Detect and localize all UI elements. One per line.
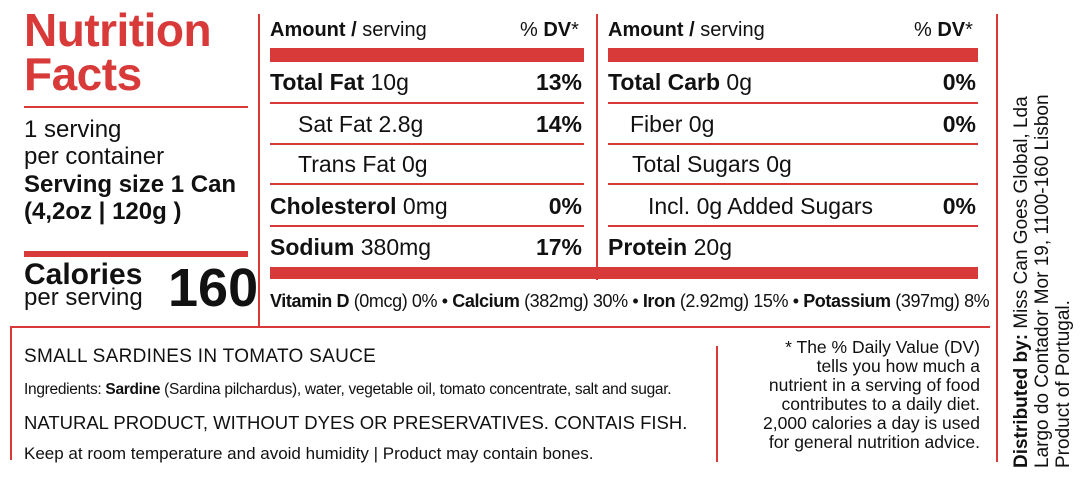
ingredients: Ingredients: Sardine (Sardina pilchardus… [24, 381, 672, 398]
servings-per-container: 1 serving per container [24, 116, 165, 170]
product-name: SMALL SARDINES IN TOMATO SAUCE [24, 346, 377, 367]
storage-note: Keep at room temperature and avoid humid… [24, 444, 594, 463]
calories-label: Calories per serving [24, 258, 143, 311]
left-header-bar [270, 48, 584, 62]
table-row: Trans Fat 0g [298, 151, 428, 177]
table-row: Sat Fat 2.8g [298, 111, 424, 137]
distributor-divider [996, 14, 998, 462]
dv-value: 14% [535, 111, 582, 137]
thick-bottom-bar [270, 267, 978, 279]
table-row: Total Sugars 0g [632, 151, 792, 177]
thick-divider [24, 251, 248, 257]
nutrition-facts-title: Nutrition Facts [24, 4, 212, 100]
natural-product-note: NATURAL PRODUCT, WITHOUT DYES OR PRESERV… [24, 412, 688, 433]
table-row: Sodium 380mg [270, 234, 432, 260]
dv-value: 0% [548, 193, 582, 219]
section-divider [10, 326, 990, 328]
left-table-header-amount: Amount / serving [270, 19, 427, 41]
table-row: Incl. 0g Added Sugars [648, 193, 874, 219]
table-row: Fiber 0g [630, 111, 715, 137]
serving-size: Serving size 1 Can (4,2oz | 120g ) [24, 171, 237, 225]
table-row: Cholesterol 0mg [270, 193, 448, 219]
table-divider [596, 14, 598, 280]
dv-value: 17% [535, 234, 582, 260]
calories-value: 160 [168, 258, 259, 318]
dv-value: 13% [535, 69, 582, 95]
left-table-header-dv: % DV* [520, 19, 579, 41]
title-line-2: Facts [24, 48, 142, 100]
right-table-header-amount: Amount / serving [608, 19, 765, 41]
dv-value: 0% [942, 69, 976, 95]
distributor-info: Distributed by: Miss Can Goes Global, Ld… [1011, 94, 1074, 468]
dv-value: 0% [942, 193, 976, 219]
vitamins-minerals: Vitamin D (0mcg) 0% • Calcium (382mg) 30… [270, 291, 990, 311]
dv-value: 0% [942, 111, 976, 137]
title-line-1: Nutrition [24, 4, 212, 56]
divider [24, 106, 248, 108]
right-table-header-dv: % DV* [914, 19, 973, 41]
daily-value-footnote: * The % Daily Value (DV) tells you how m… [763, 337, 980, 452]
column-divider [258, 14, 260, 328]
footnote-divider [716, 346, 718, 462]
table-row: Total Carb 0g [608, 69, 753, 95]
table-row: Total Fat 10g [270, 69, 409, 95]
right-header-bar [608, 48, 978, 62]
table-row: Protein 20g [608, 234, 732, 260]
